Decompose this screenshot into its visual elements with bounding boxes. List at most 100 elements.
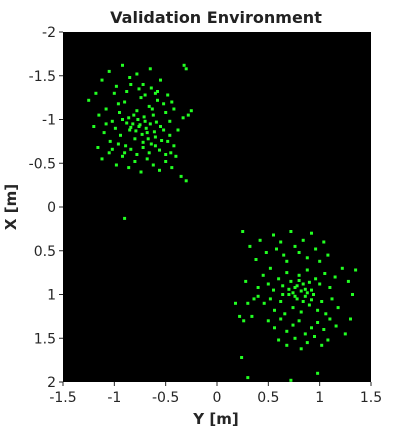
data-point	[328, 318, 331, 321]
data-point	[292, 306, 295, 309]
data-point	[128, 129, 131, 132]
data-point	[103, 131, 106, 134]
data-point	[323, 272, 326, 275]
data-point	[140, 171, 143, 174]
data-point	[152, 164, 155, 167]
data-point	[347, 280, 350, 283]
data-point	[281, 293, 284, 296]
data-point	[304, 288, 307, 291]
data-point	[300, 290, 303, 293]
data-point	[263, 302, 266, 305]
data-point	[273, 309, 276, 312]
data-point	[170, 101, 173, 104]
x-axis-ticks: -1.5 -1 -0.5 0 0.5 1 1.5	[49, 382, 382, 406]
data-point	[168, 120, 171, 123]
data-point	[310, 326, 313, 329]
data-point	[298, 279, 301, 282]
x-tick-label: 0.5	[257, 390, 279, 406]
data-point	[272, 234, 275, 237]
data-point	[312, 293, 315, 296]
data-point	[164, 160, 167, 163]
data-point	[300, 347, 303, 350]
data-point	[108, 70, 111, 73]
data-point	[177, 129, 180, 132]
data-point	[190, 109, 193, 112]
data-point	[287, 288, 290, 291]
data-point	[115, 164, 118, 167]
data-point	[108, 151, 111, 154]
data-point	[262, 274, 265, 277]
data-point	[150, 87, 153, 90]
data-point	[240, 356, 243, 359]
data-point	[135, 109, 138, 112]
data-point	[96, 146, 99, 149]
data-point	[279, 318, 282, 321]
data-point	[234, 302, 237, 305]
data-point	[87, 99, 90, 102]
data-point	[97, 114, 100, 117]
data-point	[129, 126, 132, 129]
data-point	[144, 120, 147, 123]
data-point	[334, 276, 337, 279]
data-point	[316, 372, 319, 375]
data-point	[298, 274, 301, 277]
data-point	[302, 239, 305, 242]
data-point	[272, 289, 275, 292]
data-point	[269, 267, 272, 270]
data-point	[267, 283, 270, 286]
data-point	[159, 125, 162, 128]
data-point	[298, 251, 301, 254]
data-point	[111, 120, 114, 123]
data-point	[344, 332, 347, 335]
data-point	[118, 111, 121, 114]
data-point	[310, 289, 313, 292]
data-point	[277, 277, 280, 280]
data-point	[294, 295, 297, 298]
data-point	[119, 134, 122, 137]
data-point	[94, 92, 97, 95]
data-point	[255, 258, 258, 261]
data-point	[162, 102, 165, 105]
data-point	[310, 298, 313, 301]
data-point	[349, 318, 352, 321]
data-point	[183, 64, 186, 67]
x-tick-label: -1.5	[49, 390, 76, 406]
data-point	[156, 99, 159, 102]
data-point	[128, 76, 131, 79]
data-point	[277, 339, 280, 342]
data-point	[300, 311, 303, 314]
x-tick-label: -0.5	[152, 390, 179, 406]
x-tick-label: 0	[213, 390, 222, 406]
data-point	[304, 295, 307, 298]
data-point	[322, 241, 325, 244]
y-tick-label: 2	[47, 375, 56, 391]
data-point	[354, 269, 357, 272]
data-point	[156, 90, 159, 93]
data-point	[154, 136, 157, 139]
data-point	[281, 284, 284, 287]
data-point	[146, 157, 149, 160]
data-point	[158, 149, 161, 152]
data-point	[185, 67, 188, 70]
data-point	[257, 286, 260, 289]
data-point	[127, 116, 130, 119]
data-point	[114, 127, 117, 130]
data-point	[238, 315, 241, 318]
data-point	[164, 153, 167, 156]
data-point	[331, 297, 334, 300]
data-point	[111, 148, 114, 151]
data-point	[123, 217, 126, 220]
data-point	[248, 245, 251, 248]
data-point	[244, 280, 247, 283]
data-point	[159, 79, 162, 82]
x-tick-label: 1	[315, 390, 324, 406]
data-point	[308, 304, 311, 307]
data-point	[149, 67, 152, 70]
y-tick-label: -2	[42, 25, 56, 41]
data-point	[273, 326, 276, 329]
data-point	[166, 140, 169, 143]
data-point	[265, 251, 268, 254]
data-point	[337, 306, 340, 309]
data-point	[318, 260, 321, 263]
